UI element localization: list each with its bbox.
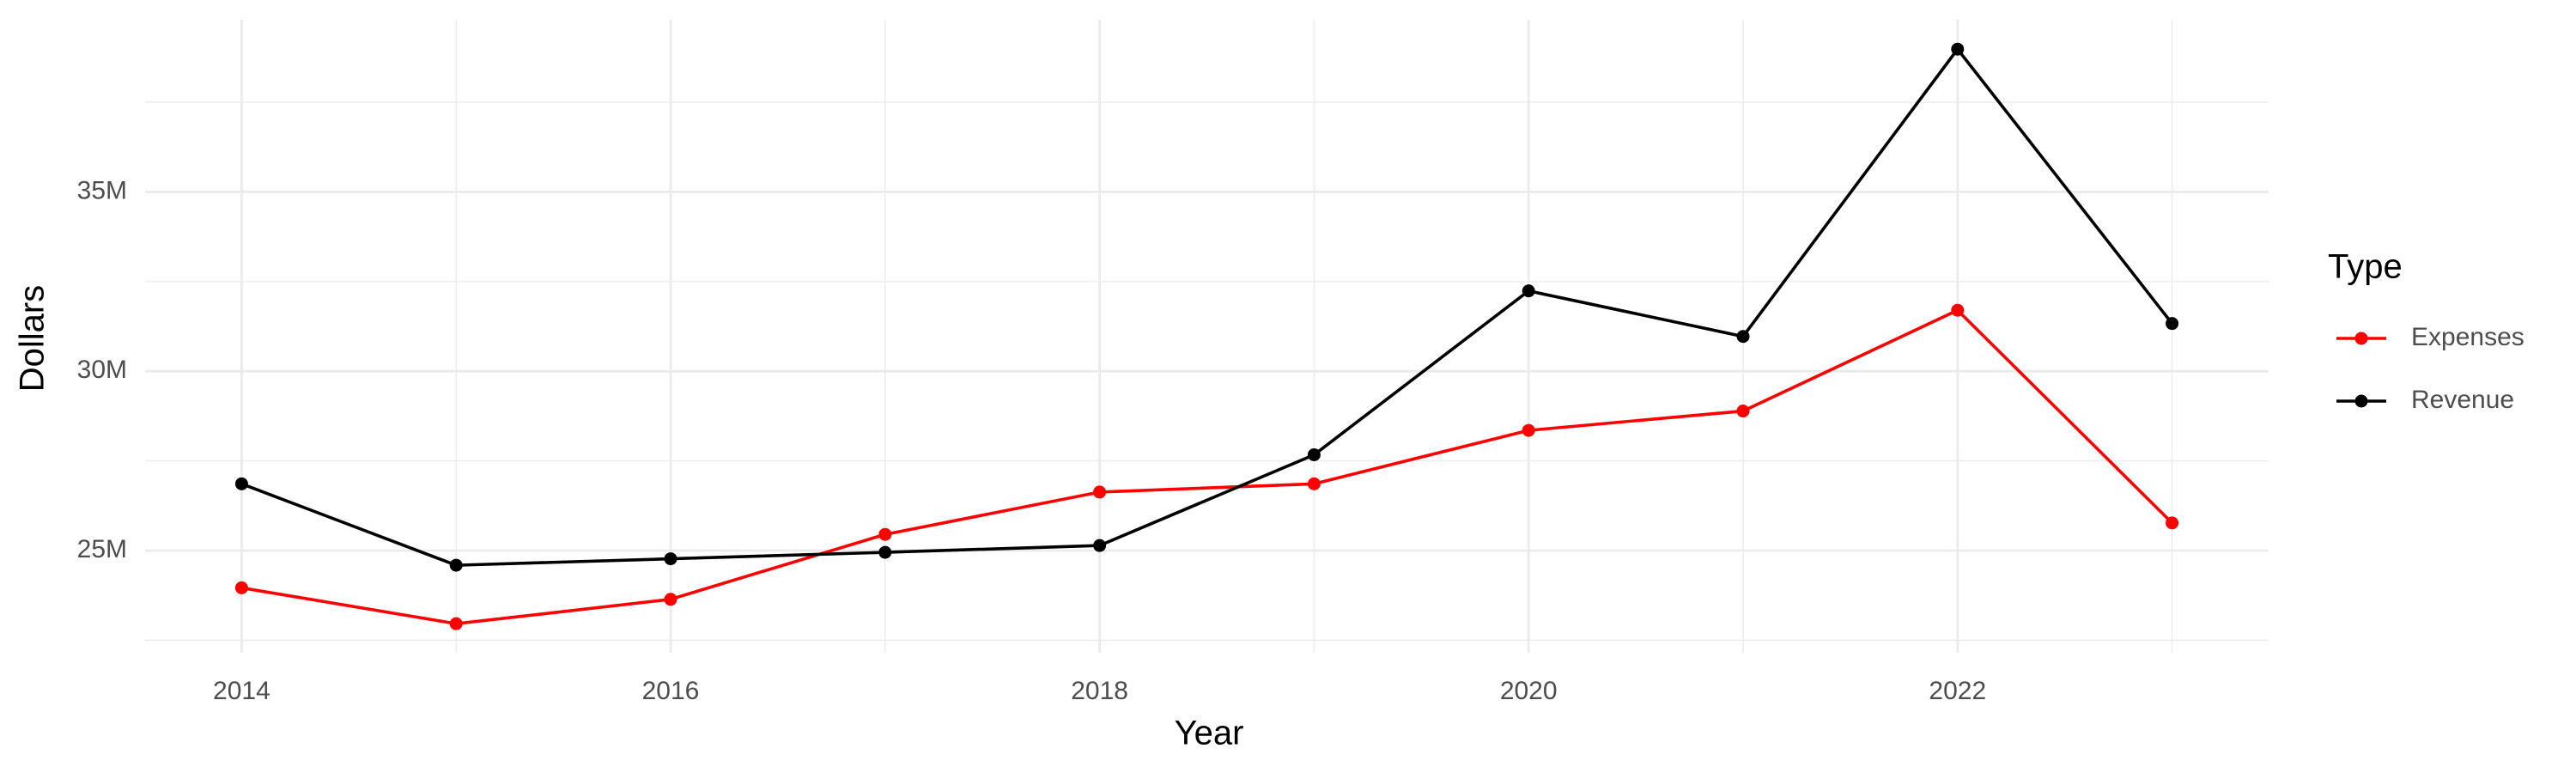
data-point [1951,303,1965,317]
x-axis-title: Year [1175,715,1244,752]
data-point [664,593,677,606]
legend-key-point [2354,332,2368,345]
data-point [878,545,892,559]
y-tick-label: 25M [77,535,127,563]
legend-key-point [2354,394,2368,408]
legend-title: Type [2328,248,2403,286]
series-line [241,308,2173,625]
data-point [1093,485,1107,499]
x-tick-label: 2018 [1071,677,1128,705]
data-point [234,477,248,490]
data-point [1307,448,1321,462]
series-line [240,46,2174,567]
y-tick-label: 35M [77,176,127,204]
data-point [1736,330,1750,344]
x-tick-label: 2022 [1929,677,1986,705]
data-point [1522,284,1535,298]
x-tick-label: 2020 [1500,677,1558,705]
data-point [1307,477,1321,490]
legend-label: Revenue [2411,386,2514,414]
data-point [1522,423,1535,437]
data-point [2166,516,2179,530]
x-tick-label: 2014 [213,677,270,705]
data-point [1951,42,1965,56]
data-point [878,527,892,541]
data-point [234,581,248,594]
y-tick-label: 30M [77,356,127,384]
x-tick-label: 2016 [642,677,700,705]
data-point [1736,405,1750,418]
data-point [664,552,677,566]
data-point [449,617,463,630]
data-point [1093,539,1107,552]
legend-label: Expenses [2411,323,2524,351]
data-point [2166,317,2179,331]
data-point [449,558,463,572]
y-axis-title: Dollars [14,285,52,392]
